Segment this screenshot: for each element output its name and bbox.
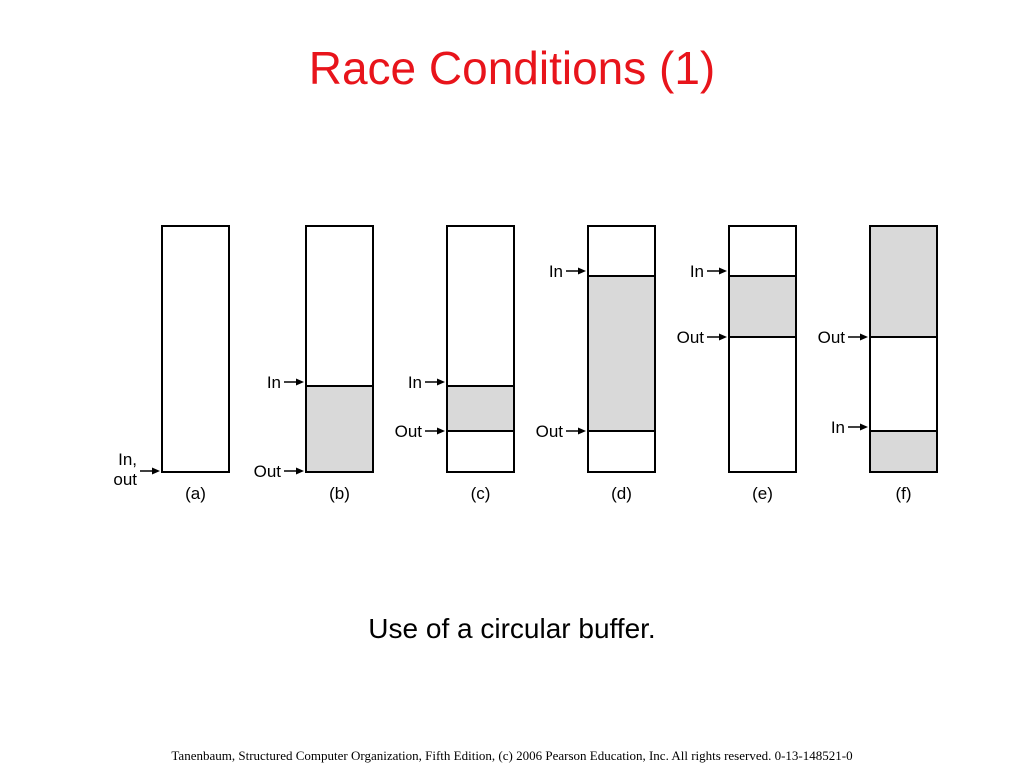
pointer-label: Out [677,328,705,347]
pointer-label: out [113,470,137,489]
buffer [305,225,374,473]
pointer-label: Out [536,422,564,441]
arrow-head [578,427,586,435]
buffer [587,225,656,473]
circular-buffer-diagram: (a) In,out (b) In Out (c) In Out (d) In Out (e) In Ou… [113,225,938,503]
pointer-label: Out [395,422,423,441]
filled-slots [870,431,937,472]
arrow-head [578,267,586,275]
filled-slots [306,386,373,472]
filled-slots [447,386,514,431]
panel-label: (b) [329,484,350,503]
filled-slots [870,226,937,337]
panel-label: (c) [471,484,491,503]
arrow-head [152,467,160,475]
buffer [728,225,797,473]
buffer [446,225,515,473]
filled-slots [729,276,796,337]
pointer-label: In [549,262,563,281]
arrow-head [296,467,304,475]
arrow-head [296,378,304,386]
pointer-label: Out [818,328,846,347]
pointer-label: In [267,373,281,392]
pointer-label: In, [118,450,137,469]
panel-label: (a) [185,484,206,503]
panel-label: (d) [611,484,632,503]
buffer [161,225,230,473]
buffer [869,225,938,473]
arrow-head [860,423,868,431]
slide-title: Race Conditions (1) [309,42,716,94]
arrow-head [860,333,868,341]
pointer-label: Out [254,462,282,481]
pointer-label: In [831,418,845,437]
caption: Use of a circular buffer. [368,613,655,644]
panel-label: (e) [752,484,773,503]
footer: Tanenbaum, Structured Computer Organizat… [171,748,852,763]
pointer-label: In [690,262,704,281]
arrow-head [437,378,445,386]
arrow-head [719,267,727,275]
filled-slots [588,276,655,431]
arrow-head [719,333,727,341]
pointer-label: In [408,373,422,392]
arrow-head [437,427,445,435]
panel-label: (f) [895,484,911,503]
